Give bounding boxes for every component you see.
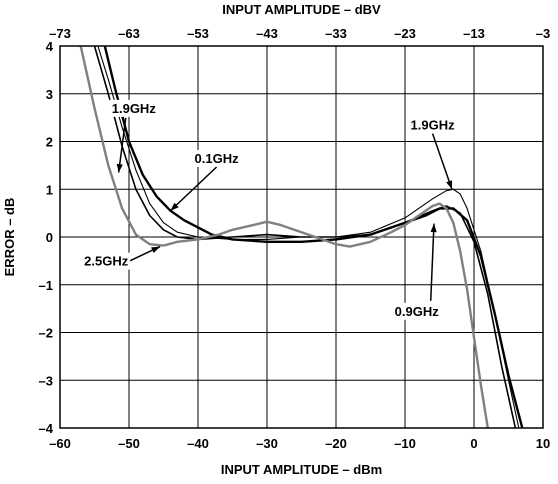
annotation-layer: 1.9GHz 0.1GHz 1.9GHz 2.5GHz 0.9GHz bbox=[81, 99, 458, 320]
top-tick-label: –43 bbox=[256, 26, 278, 41]
top-tick-label: –33 bbox=[325, 26, 347, 41]
x-tick-label: –10 bbox=[394, 436, 416, 451]
annotation-arrow-head bbox=[151, 246, 161, 253]
x-axis-title: INPUT AMPLITUDE – dBm bbox=[221, 462, 382, 477]
top-tick-label: –13 bbox=[463, 26, 485, 41]
annotation-background bbox=[81, 252, 132, 270]
y-tick-label: 0 bbox=[46, 230, 53, 245]
y-tick-label: –2 bbox=[39, 326, 53, 341]
series-line-2-5ghz bbox=[79, 46, 489, 428]
annotation-background bbox=[191, 149, 242, 167]
annotation-arrow-line bbox=[169, 166, 218, 212]
y-tick-label: 1 bbox=[46, 182, 53, 197]
top-axis-title: INPUT AMPLITUDE – dBV bbox=[222, 2, 381, 17]
annotation-background bbox=[391, 302, 442, 320]
y-axis-title: ERROR – dB bbox=[2, 198, 17, 277]
x-tick-label: –40 bbox=[187, 436, 209, 451]
x-tick-label: 0 bbox=[470, 436, 477, 451]
annotation-background bbox=[108, 99, 159, 117]
annotation-label: 0.9GHz bbox=[395, 304, 440, 319]
y-tick-label: –3 bbox=[39, 373, 53, 388]
series-line-1-9ghz bbox=[97, 46, 520, 428]
top-tick-label: –73 bbox=[49, 26, 71, 41]
series-layer bbox=[79, 46, 524, 428]
annotation-label: 1.9GHz bbox=[411, 118, 456, 133]
plot-frame bbox=[59, 45, 544, 429]
annotation-arrow-line bbox=[429, 223, 435, 301]
annotation-label: 1.9GHz bbox=[112, 101, 157, 116]
top-tick-label: –23 bbox=[394, 26, 416, 41]
annotation-arrow-head bbox=[430, 223, 437, 233]
x-tick-label: –30 bbox=[256, 436, 278, 451]
y-tick-label: 4 bbox=[46, 39, 54, 54]
annotation-background bbox=[407, 116, 458, 134]
y-tick-label: –1 bbox=[39, 278, 53, 293]
y-tick-label: 3 bbox=[46, 87, 53, 102]
top-tick-label: –3 bbox=[536, 26, 550, 41]
annotation-arrow-line bbox=[117, 117, 127, 173]
annotation-arrow-line bbox=[431, 133, 453, 190]
annotation-label: 2.5GHz bbox=[84, 254, 129, 269]
annotation-arrow-head bbox=[116, 163, 123, 173]
top-tick-label: –53 bbox=[187, 26, 209, 41]
y-tick-label: –4 bbox=[39, 421, 54, 436]
series-line-0-1ghz bbox=[103, 46, 524, 428]
annotation-arrow-head bbox=[446, 180, 453, 190]
x-tick-label: –50 bbox=[118, 436, 140, 451]
x-tick-label: 10 bbox=[536, 436, 550, 451]
x-tick-label: –60 bbox=[49, 436, 71, 451]
annotation-arrow-head bbox=[170, 202, 179, 211]
annotation-label: 0.1GHz bbox=[195, 151, 240, 166]
x-tick-label: –20 bbox=[325, 436, 347, 451]
y-tick-label: 2 bbox=[46, 135, 53, 150]
tick-labels: –60 –50 –40 –30 –20 –10 0 10–73 –63 –53 –43 –33 –23–… bbox=[39, 26, 551, 451]
top-tick-label: –63 bbox=[118, 26, 140, 41]
